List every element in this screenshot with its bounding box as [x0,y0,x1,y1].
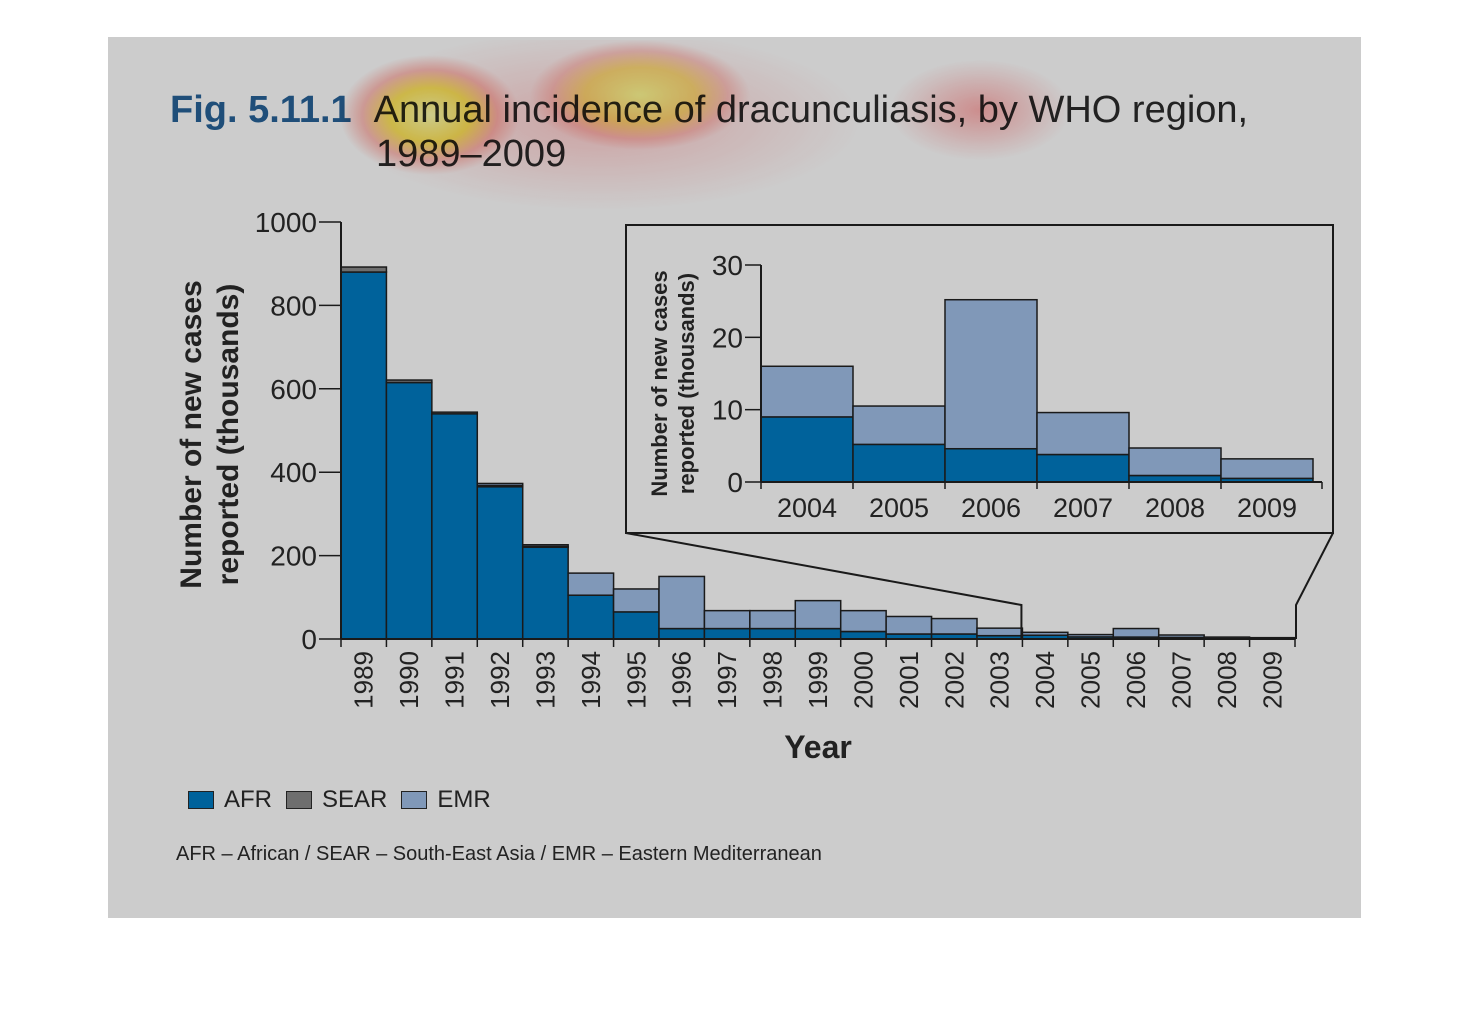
legend-item-emr: EMR [401,786,491,814]
x-tick-label-1999: 1999 [803,651,833,709]
inset-bar-emr-2005 [852,405,946,446]
x-tick-label-1997: 1997 [712,651,742,709]
x-tick-label-2005: 2005 [1076,651,1106,709]
inset-y-tick-label-30: 30 [712,250,743,281]
x-tick-label-2001: 2001 [894,651,924,709]
bar-sear-1989 [340,266,388,273]
bar-afr-1989 [340,271,388,640]
chart-legend: AFR SEAR EMR [188,786,505,814]
legend-swatch-sear [286,791,312,809]
bar-afr-2000 [839,630,887,640]
legend-label-afr: AFR [224,786,272,813]
bar-afr-1990 [385,381,433,640]
bar-emr-1999 [794,599,842,630]
legend-item-afr: AFR [188,786,272,814]
bar-emr-2002 [930,617,978,635]
y-tick-label-800: 800 [270,290,317,321]
footnote: AFR – African / SEAR – South-East Asia /… [176,843,822,865]
bar-afr-1991 [431,413,479,640]
inset-bar-emr-2008 [1128,447,1222,477]
inset-y-axis-title-line2: reported (thousands) [674,273,699,494]
y-tick-label-1000: 1000 [255,207,317,238]
bar-emr-2004 [1021,631,1069,636]
x-tick-label-2006: 2006 [1121,651,1151,709]
inset-bar-emr-2004 [760,365,854,418]
bar-afr-1993 [521,546,569,640]
bar-emr-2001 [885,615,933,635]
bar-emr-2006 [1112,627,1160,638]
legend-label-sear: SEAR [322,786,388,813]
inset-y-tick-label-0: 0 [727,467,743,498]
x-tick-label-1989: 1989 [349,651,379,709]
zoom-connector-right [1295,532,1334,639]
bar-emr-1998 [749,609,797,630]
inset-y-tick-label-10: 10 [712,395,743,426]
bar-afr-1998 [749,627,797,640]
inset-y-axis-title-line1: Number of new cases [647,270,672,496]
inset-bar-emr-2009 [1220,458,1314,480]
y-tick-label-0: 0 [301,624,317,655]
x-tick-label-1995: 1995 [621,651,651,709]
bar-afr-1999 [794,627,842,640]
inset-bar-afr-2007 [1036,453,1130,483]
x-tick-label-1993: 1993 [530,651,560,709]
inset-bar-emr-2006 [944,298,1038,450]
y-tick-label-400: 400 [270,457,317,488]
inset-x-tick-label-2008: 2008 [1145,493,1205,523]
legend-swatch-afr [188,791,214,809]
bar-emr-1997 [703,609,751,630]
bar-emr-1992 [476,482,524,487]
x-tick-label-1994: 1994 [576,651,606,709]
legend-swatch-emr [401,791,428,809]
x-tick-label-2007: 2007 [1166,651,1196,709]
bar-sear-1990 [385,379,433,384]
inset-x-tick-label-2009: 2009 [1237,493,1297,523]
x-tick-label-1996: 1996 [667,651,697,709]
bar-afr-1994 [567,594,615,640]
x-tick-label-2003: 2003 [985,651,1015,709]
y-axis-title-line2: reported (thousands) [212,284,245,586]
y-tick-label-600: 600 [270,374,317,405]
x-tick-label-1992: 1992 [485,651,515,709]
bar-emr-1995 [612,588,660,613]
bar-afr-1992 [476,486,524,640]
bar-emr-1994 [567,572,615,596]
inset-bar-afr-2005 [852,443,946,483]
x-tick-label-1990: 1990 [394,651,424,709]
inset-bar-afr-2004 [760,416,854,483]
bar-emr-2003 [976,627,1024,637]
bar-afr-1995 [612,611,660,640]
bar-afr-1996 [658,627,706,640]
inset-x-tick-label-2004: 2004 [777,493,837,523]
bar-emr-1996 [658,575,706,630]
bar-emr-1993 [521,544,569,548]
bar-afr-1997 [703,627,751,640]
inset-bar-afr-2006 [944,447,1038,483]
zoom-connector-left [625,532,1023,639]
x-tick-label-2009: 2009 [1257,651,1287,709]
x-tick-label-1991: 1991 [440,651,470,709]
x-tick-label-2004: 2004 [1030,651,1060,709]
y-tick-label-200: 200 [270,541,317,572]
x-tick-label-2008: 2008 [1212,651,1242,709]
x-tick-label-2002: 2002 [939,651,969,709]
inset-bar-emr-2007 [1036,411,1130,456]
bar-emr-2007 [1157,634,1205,639]
x-tick-label-1998: 1998 [758,651,788,709]
bar-emr-2005 [1067,633,1115,638]
legend-label-emr: EMR [437,786,491,813]
inset-y-tick-label-20: 20 [712,322,743,353]
bar-sear-1991 [431,411,479,415]
legend-item-sear: SEAR [286,786,387,814]
bar-emr-2000 [839,609,887,633]
x-axis-title: Year [784,729,852,765]
y-axis-title-line1: Number of new cases [175,280,208,588]
inset-x-tick-label-2007: 2007 [1053,493,1113,523]
inset-x-tick-label-2006: 2006 [961,493,1021,523]
x-tick-label-2000: 2000 [848,651,878,709]
inset-x-tick-label-2005: 2005 [869,493,929,523]
